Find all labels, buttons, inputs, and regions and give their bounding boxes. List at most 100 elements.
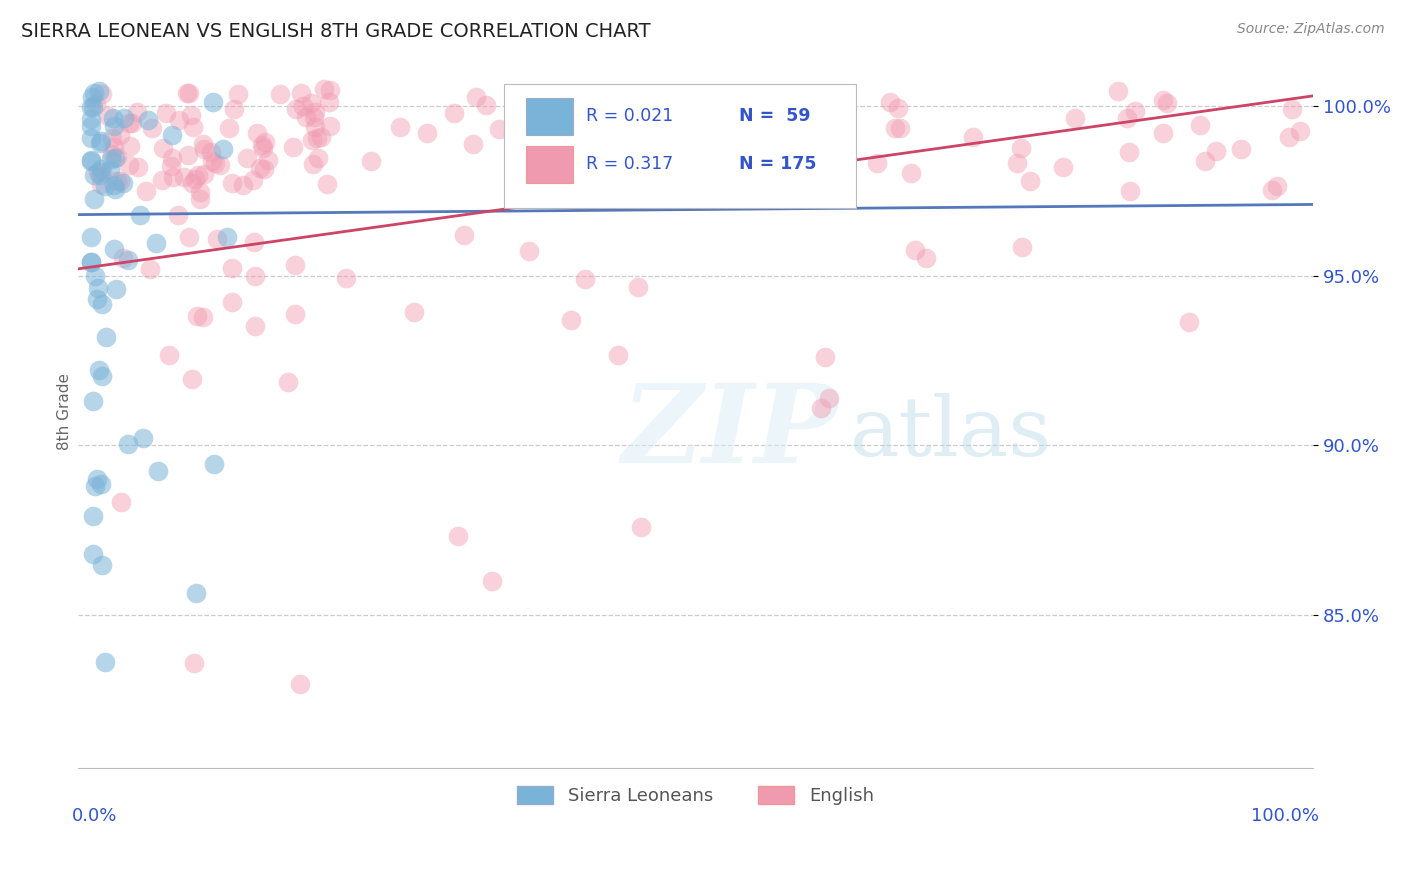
- Point: [186, 168, 208, 182]
- Text: R = 0.317: R = 0.317: [585, 155, 673, 173]
- Point: [86, 292, 108, 306]
- Point: [1005, 156, 1028, 170]
- Point: [318, 119, 340, 133]
- Point: [91, 164, 114, 178]
- Point: [193, 142, 215, 156]
- Point: [269, 87, 291, 101]
- Point: [291, 99, 314, 113]
- Point: [139, 261, 162, 276]
- Text: Source: ZipAtlas.com: Source: ZipAtlas.com: [1237, 22, 1385, 37]
- Point: [1178, 315, 1201, 329]
- Point: [388, 120, 411, 135]
- Point: [84, 479, 107, 493]
- Point: [200, 145, 222, 160]
- Point: [111, 251, 134, 265]
- Point: [290, 87, 312, 101]
- Point: [80, 255, 103, 269]
- Point: [193, 167, 215, 181]
- Point: [879, 95, 901, 110]
- Point: [253, 162, 276, 177]
- Point: [245, 318, 267, 333]
- Point: [627, 113, 650, 128]
- Point: [481, 574, 503, 588]
- Point: [82, 100, 104, 114]
- Point: [82, 547, 104, 561]
- Point: [80, 119, 103, 133]
- Point: [103, 242, 125, 256]
- Point: [304, 120, 326, 135]
- Point: [914, 251, 936, 265]
- Point: [218, 121, 240, 136]
- Point: [180, 176, 202, 190]
- Point: [183, 171, 205, 186]
- Point: [242, 172, 264, 186]
- Point: [183, 656, 205, 670]
- Point: [304, 105, 326, 120]
- Point: [101, 146, 124, 161]
- Point: [155, 105, 177, 120]
- Point: [127, 161, 149, 175]
- Point: [558, 182, 581, 196]
- Point: [205, 232, 228, 246]
- Point: [226, 87, 249, 101]
- Point: [1188, 118, 1211, 132]
- Point: [312, 82, 335, 96]
- Point: [162, 128, 184, 143]
- Point: [571, 172, 593, 186]
- Point: [86, 281, 108, 295]
- Point: [80, 131, 103, 145]
- Point: [177, 147, 200, 161]
- Point: [463, 136, 485, 151]
- Point: [110, 495, 132, 509]
- Point: [402, 304, 425, 318]
- Point: [118, 116, 141, 130]
- Text: R = 0.021: R = 0.021: [585, 107, 673, 125]
- Point: [1265, 178, 1288, 193]
- Point: [1281, 102, 1303, 116]
- Point: [127, 104, 149, 119]
- Point: [443, 106, 465, 120]
- Point: [884, 120, 907, 135]
- Point: [360, 154, 382, 169]
- Point: [607, 104, 630, 119]
- Point: [502, 128, 524, 143]
- Point: [295, 110, 318, 124]
- Point: [318, 95, 340, 109]
- Legend: Sierra Leoneans, English: Sierra Leoneans, English: [510, 779, 882, 812]
- Point: [90, 558, 112, 572]
- Point: [166, 208, 188, 222]
- Point: [83, 169, 105, 183]
- Point: [208, 158, 231, 172]
- Point: [555, 128, 578, 143]
- Point: [607, 348, 630, 362]
- Point: [519, 244, 541, 258]
- Point: [105, 149, 128, 163]
- Text: N = 175: N = 175: [738, 155, 817, 173]
- Point: [904, 243, 927, 257]
- Point: [284, 258, 307, 272]
- Point: [80, 112, 103, 126]
- Point: [315, 177, 337, 191]
- Point: [98, 163, 121, 178]
- Text: N =  59: N = 59: [738, 107, 810, 125]
- Point: [630, 520, 652, 534]
- Point: [335, 271, 357, 285]
- Point: [824, 96, 846, 111]
- Point: [186, 309, 208, 323]
- Point: [91, 87, 114, 101]
- Point: [245, 126, 267, 140]
- Point: [1261, 183, 1284, 197]
- Point: [82, 393, 104, 408]
- Point: [101, 131, 124, 145]
- Point: [94, 330, 117, 344]
- Point: [89, 363, 111, 377]
- Point: [1289, 124, 1312, 138]
- Point: [962, 130, 984, 145]
- Point: [91, 368, 114, 383]
- Point: [181, 371, 204, 385]
- Point: [201, 95, 224, 109]
- Point: [814, 350, 837, 364]
- Point: [681, 154, 703, 169]
- Point: [201, 154, 224, 169]
- Point: [254, 136, 277, 150]
